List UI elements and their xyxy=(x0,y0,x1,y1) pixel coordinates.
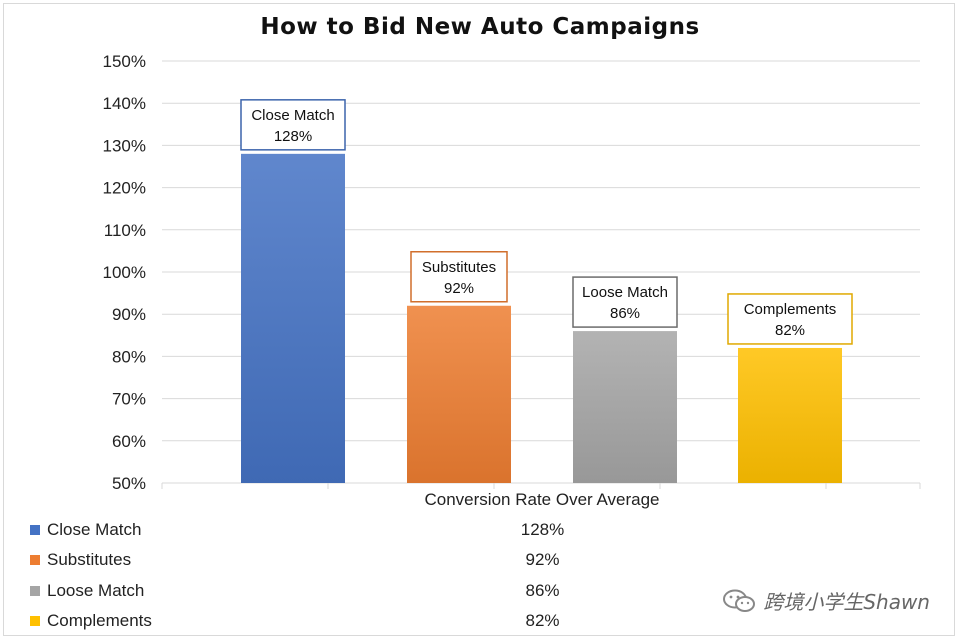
data-label-category: Complements xyxy=(744,301,837,318)
data-label-complements: Complements 82% xyxy=(727,293,853,345)
y-tick-label: 130% xyxy=(103,136,146,155)
legend-swatch xyxy=(30,525,40,535)
data-label-value: 128% xyxy=(274,128,312,145)
x-axis-label: Conversion Rate Over Average xyxy=(425,490,660,509)
table-value: 128% xyxy=(520,520,565,539)
data-label-box xyxy=(572,276,678,328)
table-value: 92% xyxy=(525,550,560,569)
y-axis-ticks: 50% 60% 70% 80% 90% 100% 110% 120% 130% 140% 150% xyxy=(103,52,146,493)
legend-item-loose-match: Loose Match xyxy=(30,580,144,602)
y-tick-label: 80% xyxy=(112,347,146,366)
table-value: 82% xyxy=(525,611,560,630)
bars xyxy=(241,153,842,483)
bar-loose-match xyxy=(573,331,677,483)
legend-swatch xyxy=(30,616,40,626)
y-tick-label: 140% xyxy=(103,94,146,113)
legend-label: Substitutes xyxy=(47,550,132,569)
data-label-close-match: Close Match 128% xyxy=(240,99,346,151)
wechat-icon xyxy=(723,589,756,612)
data-label-box xyxy=(410,251,508,303)
y-tick-label: 150% xyxy=(103,52,146,71)
chart-frame xyxy=(3,3,955,636)
data-labels: Close Match 128% Substitutes 92% Loose Match… xyxy=(240,99,853,345)
legend-swatch xyxy=(30,586,40,596)
data-label-loose-match: Loose Match 86% xyxy=(572,276,678,328)
data-label-value: 86% xyxy=(610,305,640,322)
y-tick-label: 50% xyxy=(112,474,146,493)
legend-item-close-match: Close Match xyxy=(30,519,141,541)
data-label-box xyxy=(240,99,346,151)
y-tick-label: 120% xyxy=(103,179,146,198)
y-tick-label: 90% xyxy=(112,305,146,324)
legend-label: Close Match xyxy=(47,520,142,539)
table-value: 86% xyxy=(525,581,560,600)
watermark: 跨境小学生Shawn xyxy=(721,586,930,615)
data-label-category: Close Match xyxy=(251,107,334,124)
legend-label: Complements xyxy=(47,611,152,630)
bar-substitutes xyxy=(407,305,511,483)
bar-complements xyxy=(738,347,842,483)
data-label-category: Substitutes xyxy=(422,259,496,276)
chart-title: How to Bid New Auto Campaigns xyxy=(260,14,700,40)
legend-item-substitutes: Substitutes xyxy=(30,549,131,571)
bar-close-match xyxy=(241,153,345,483)
y-tick-label: 110% xyxy=(104,221,146,240)
legend-item-complements: Complements xyxy=(30,610,152,632)
data-label-substitutes: Substitutes 92% xyxy=(410,251,508,303)
y-tick-label: 70% xyxy=(112,390,146,409)
data-label-box xyxy=(727,293,853,345)
y-tick-label: 60% xyxy=(112,432,146,451)
data-label-value: 82% xyxy=(775,322,805,339)
legend-swatch xyxy=(30,555,40,565)
y-tick-label: 100% xyxy=(103,263,146,282)
data-label-category: Loose Match xyxy=(582,284,668,301)
watermark-text: 跨境小学生Shawn xyxy=(763,590,930,614)
data-label-value: 92% xyxy=(444,280,474,297)
legend-label: Loose Match xyxy=(47,581,145,600)
